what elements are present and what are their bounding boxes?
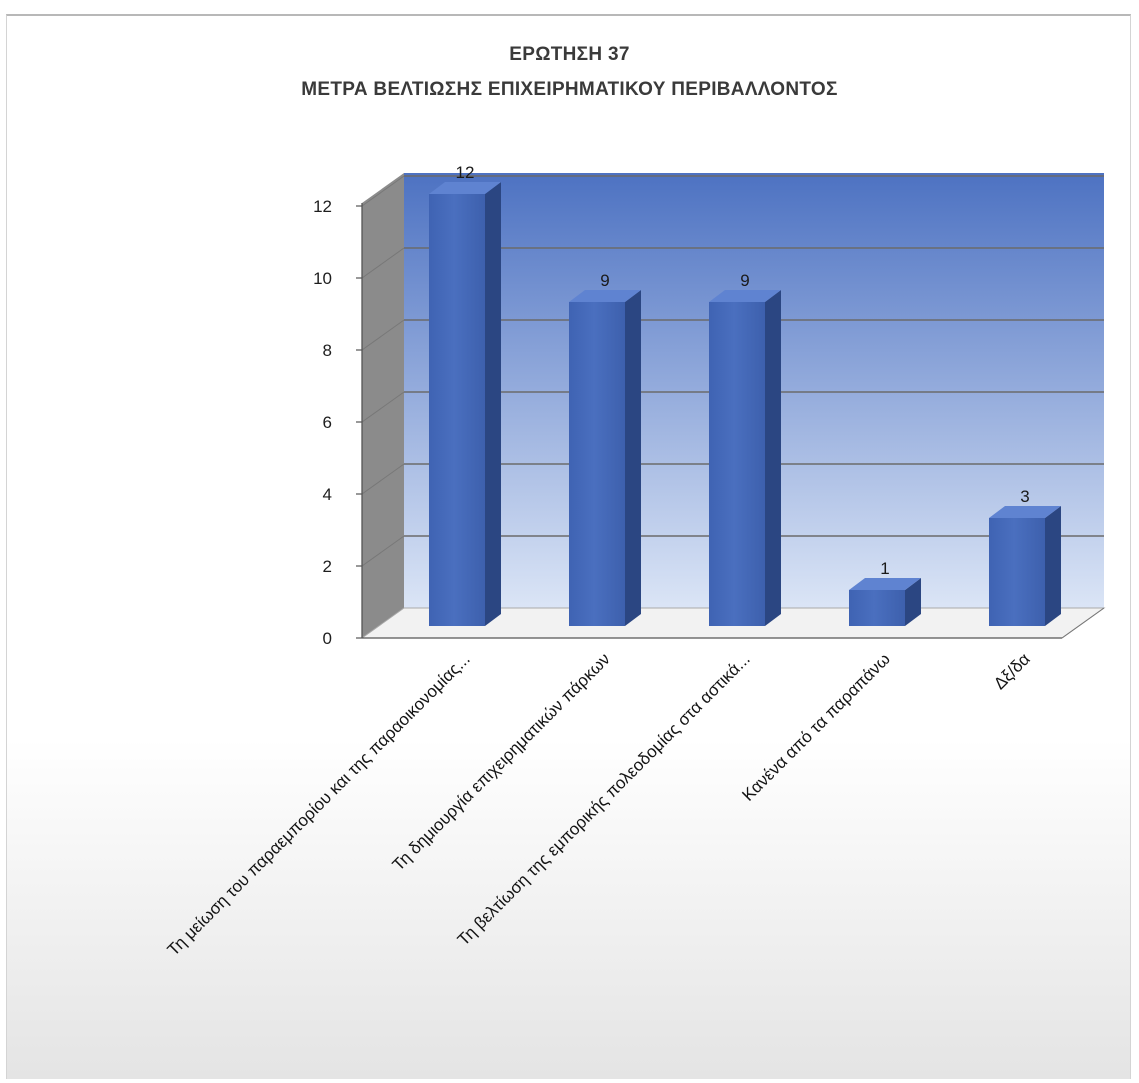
y-tick-label: 8 bbox=[323, 341, 332, 360]
y-tick-label: 0 bbox=[323, 629, 332, 648]
bar-top bbox=[569, 290, 641, 302]
bar-front bbox=[569, 302, 625, 626]
bar-top bbox=[849, 578, 921, 590]
data-label: 12 bbox=[456, 163, 475, 182]
side-wall bbox=[362, 173, 404, 638]
data-label: 3 bbox=[1020, 487, 1029, 506]
category-labels: Τη μείωση του παραεμπορίου και της παραο… bbox=[164, 649, 1034, 959]
y-tick-label: 12 bbox=[313, 197, 332, 216]
bar-front bbox=[709, 302, 765, 626]
bar-side bbox=[625, 290, 641, 626]
gridline-side bbox=[361, 463, 405, 495]
bar bbox=[989, 506, 1061, 626]
y-tick-label: 4 bbox=[323, 485, 332, 504]
bar-side bbox=[1045, 506, 1061, 626]
data-label: 9 bbox=[740, 271, 749, 290]
gridline-side bbox=[361, 319, 405, 351]
y-tick-label: 6 bbox=[323, 413, 332, 432]
bar bbox=[849, 578, 921, 626]
bar-side bbox=[765, 290, 781, 626]
bar-front bbox=[429, 194, 485, 626]
bar-top bbox=[989, 506, 1061, 518]
bar-side bbox=[485, 182, 501, 626]
bar-side bbox=[905, 578, 921, 626]
bar bbox=[709, 290, 781, 626]
bars bbox=[429, 182, 1061, 626]
bar-top bbox=[709, 290, 781, 302]
gridline-side bbox=[361, 535, 405, 567]
category-label: Κανένα από τα παραπάνω bbox=[738, 649, 893, 804]
gridline-side bbox=[361, 175, 405, 207]
data-label: 9 bbox=[600, 271, 609, 290]
category-label: Τη μείωση του παραεμπορίου και της παραο… bbox=[164, 649, 474, 959]
bar-front bbox=[849, 590, 905, 626]
gridline-side bbox=[361, 391, 405, 423]
y-tick-label: 2 bbox=[323, 557, 332, 576]
bar-front bbox=[989, 518, 1045, 626]
y-tick-label: 10 bbox=[313, 269, 332, 288]
bar bbox=[429, 182, 501, 626]
data-labels: 12 9 9 1 3 bbox=[456, 163, 1030, 578]
bar bbox=[569, 290, 641, 626]
chart-title: ΕΡΩΤΗΣΗ 37 bbox=[509, 44, 630, 65]
category-label: Τη βελτίωση της εμπορικής πολεοδομίας στ… bbox=[454, 649, 754, 949]
category-label: Τη δημιουργία επιχειρηματικών πάρκων bbox=[389, 649, 614, 874]
data-label: 1 bbox=[880, 559, 889, 578]
y-axis-ticks: 0 2 4 6 8 10 12 bbox=[313, 197, 362, 648]
gridline-side bbox=[361, 247, 405, 279]
chart-subtitle: ΜΕΤΡΑ ΒΕΛΤΙΩΣΗΣ ΕΠΙΧΕΙΡΗΜΑΤΙΚΟΥ ΠΕΡΙΒΑΛΛ… bbox=[301, 79, 838, 100]
floor-edge bbox=[1061, 607, 1105, 639]
category-label: Δξ/δα bbox=[990, 649, 1034, 693]
bar-top bbox=[429, 182, 501, 194]
